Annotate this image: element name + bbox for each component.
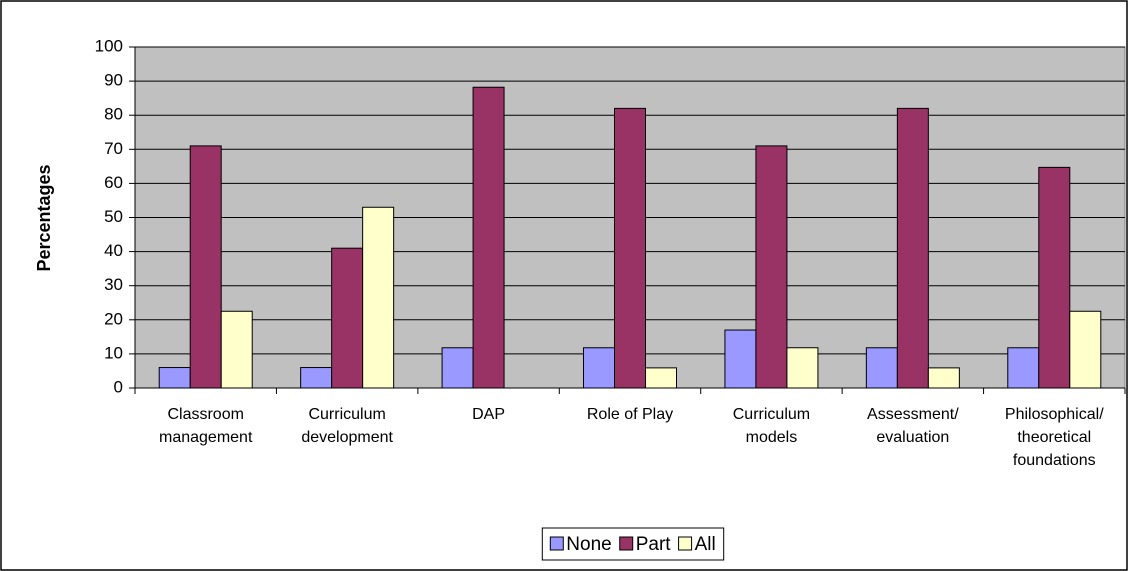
bar <box>1007 347 1040 389</box>
legend-swatch <box>678 536 693 551</box>
y-tick-label: 0 <box>114 377 123 396</box>
x-tick-label: Role of Play <box>586 406 674 423</box>
legend-swatch <box>549 536 564 551</box>
bar <box>189 145 222 389</box>
bar <box>158 367 191 389</box>
bar <box>896 107 929 389</box>
y-tick-label: 20 <box>104 309 123 328</box>
x-tick-label: Curriculum models <box>732 406 811 446</box>
bar <box>472 86 505 389</box>
y-tick-label: 40 <box>104 241 123 260</box>
y-tick-label: 30 <box>104 275 123 294</box>
bar <box>220 310 253 389</box>
y-tick-label: 50 <box>104 207 123 226</box>
bar <box>362 206 395 389</box>
y-tick-label: 60 <box>104 173 123 192</box>
x-tick-label: Curriculum development <box>301 406 393 446</box>
bar <box>331 247 364 389</box>
x-tick-label: DAP <box>472 406 506 423</box>
y-axis-label: Percentages <box>34 164 54 271</box>
bar <box>755 145 788 389</box>
bar <box>300 367 333 389</box>
bar <box>786 347 819 389</box>
x-tick-label: Classroom management <box>159 406 253 446</box>
y-tick-label: 100 <box>95 36 123 55</box>
legend <box>541 527 725 561</box>
bar <box>1069 310 1102 389</box>
bar <box>645 367 677 389</box>
bar <box>583 347 615 389</box>
legend-label: None <box>566 534 611 555</box>
bar <box>865 347 898 389</box>
y-tick-label: 70 <box>104 139 123 158</box>
x-tick-label: Philosophical/ theoretical foundations <box>1004 406 1104 469</box>
legend-label: All <box>695 534 716 555</box>
y-tick-label: 90 <box>104 71 123 90</box>
y-tick-label: 80 <box>104 105 123 124</box>
bar <box>1038 166 1071 389</box>
x-tick-label: Assessment/ evaluation <box>867 406 959 446</box>
y-tick-label: 10 <box>104 343 123 362</box>
bar <box>441 347 474 389</box>
bar <box>614 107 646 389</box>
legend-label: Part <box>636 534 672 555</box>
bar <box>724 329 757 389</box>
legend-swatch <box>619 536 634 551</box>
bar <box>927 367 960 389</box>
